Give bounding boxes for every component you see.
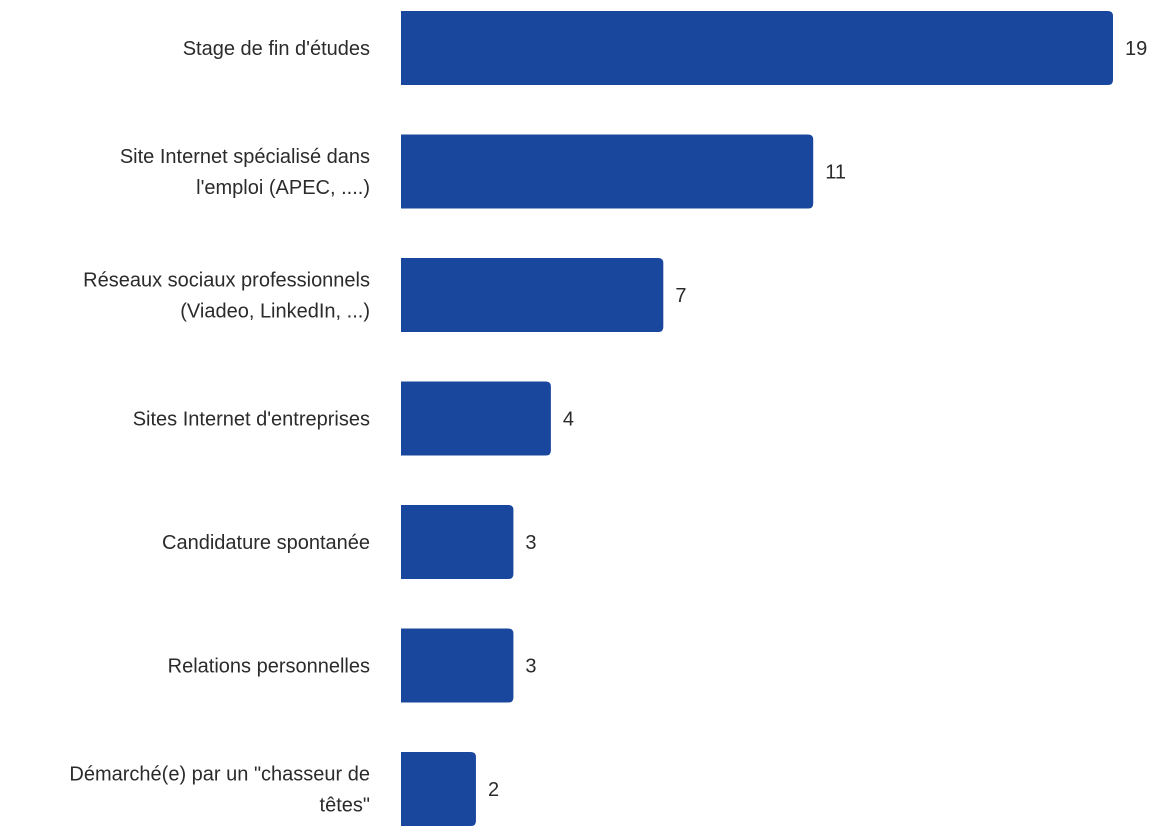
category-label-line: Relations personnelles bbox=[168, 656, 370, 678]
category-label-line: Candidature spontanée bbox=[162, 532, 370, 554]
value-label: 2 bbox=[488, 779, 499, 801]
bar bbox=[401, 752, 476, 826]
category-label-line: Démarché(e) par un "chasseur de bbox=[69, 764, 370, 786]
bar bbox=[401, 258, 664, 332]
category-label: Relations personnelles bbox=[168, 656, 370, 678]
bars-group bbox=[401, 11, 1113, 826]
bar bbox=[401, 505, 514, 579]
category-label-line: (Viadeo, LinkedIn, ...) bbox=[180, 301, 370, 323]
value-labels-group: 19 11 7 4 3 3 2 bbox=[488, 38, 1147, 801]
bar bbox=[401, 381, 551, 456]
value-label: 4 bbox=[563, 409, 574, 431]
category-label-line: l'emploi (APEC, ....) bbox=[196, 177, 370, 199]
category-label-line: Réseaux sociaux professionnels bbox=[83, 270, 370, 292]
category-label-line: Stage de fin d'études bbox=[183, 38, 370, 60]
category-label: Réseaux sociaux professionnels (Viadeo, L… bbox=[83, 270, 370, 323]
category-labels-group: Stage de fin d'études Site Internet spéci… bbox=[69, 38, 370, 817]
category-label: Candidature spontanée bbox=[162, 532, 370, 554]
category-label-line: têtes" bbox=[320, 795, 370, 817]
value-label: 3 bbox=[525, 656, 536, 678]
value-label: 7 bbox=[675, 285, 686, 307]
value-label: 11 bbox=[825, 162, 846, 184]
bar bbox=[401, 134, 814, 209]
category-label: Démarché(e) par un "chasseur de têtes" bbox=[69, 764, 370, 817]
category-label: Sites Internet d'entreprises bbox=[133, 409, 370, 431]
category-label: Site Internet spécialisé dans l'emploi (A… bbox=[120, 146, 370, 199]
bar bbox=[401, 628, 514, 703]
value-label: 19 bbox=[1125, 38, 1147, 60]
bar bbox=[401, 11, 1113, 85]
category-label-line: Sites Internet d'entreprises bbox=[133, 409, 370, 431]
category-label: Stage de fin d'études bbox=[183, 38, 370, 60]
value-label: 3 bbox=[525, 532, 536, 554]
category-label-line: Site Internet spécialisé dans bbox=[120, 146, 370, 168]
